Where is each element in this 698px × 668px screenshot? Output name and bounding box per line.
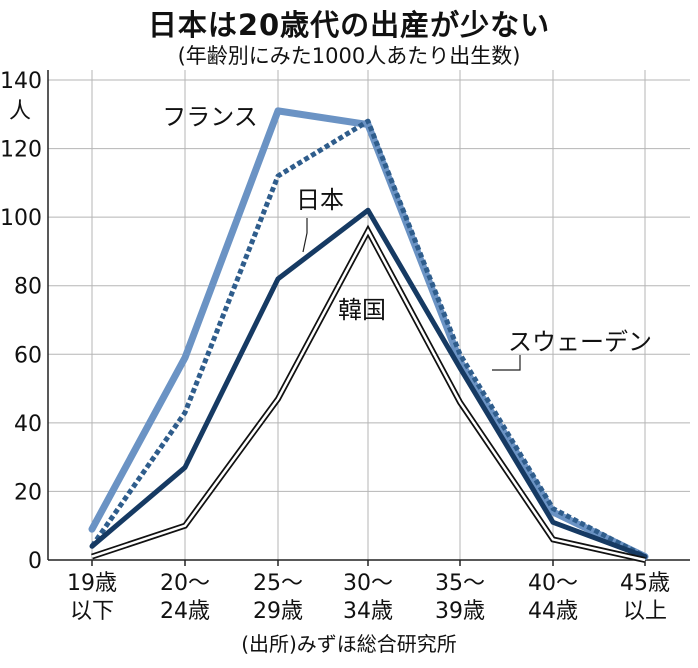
y-tick-label: 100 (0, 206, 42, 231)
x-tick-label: 20～ (160, 571, 210, 596)
x-tick-label: 35～ (435, 571, 485, 596)
series-line-france (88, 107, 649, 561)
x-tick-label: 29歳 (253, 599, 303, 624)
x-tick-label: 40～ (528, 571, 578, 596)
y-tick-label: 40 (14, 412, 42, 437)
y-tick-label: 140 (0, 69, 42, 94)
series-label-sweden: スウェーデン (508, 328, 652, 356)
leader-line-sweden (492, 355, 521, 371)
series-label-france: フランス (162, 103, 258, 131)
x-tick-label: 25～ (253, 571, 303, 596)
x-tick-label: 39歳 (435, 599, 485, 624)
series-line-sweden (89, 118, 647, 559)
series-line-japan (89, 207, 648, 560)
y-tick-label: 120 (0, 138, 42, 163)
x-tick-label: 以下 (70, 599, 114, 624)
x-tick-label: 30～ (343, 571, 393, 596)
y-tick-label: 20 (14, 480, 42, 505)
chart-title: 日本は20歳代の出産が少ない (147, 8, 551, 42)
x-tick-label: 45歳 (620, 571, 670, 596)
x-tick-label: 34歳 (343, 599, 393, 624)
source-note: (出所)みずほ総合研究所 (241, 632, 457, 656)
y-axis-label: 人 (9, 99, 31, 124)
x-tick-label: 24歳 (160, 599, 210, 624)
y-tick-label: 80 (14, 275, 42, 300)
series-label-korea: 韓国 (338, 296, 386, 324)
x-tick-label: 以上 (623, 599, 667, 624)
x-tick-label: 19歳 (67, 571, 117, 596)
y-tick-label: 0 (28, 549, 42, 574)
chart-subtitle: (年齢別にみた1000人あたり出生数) (177, 44, 521, 68)
series-line-korea-inner (91, 228, 646, 562)
x-tick-label: 44歳 (528, 599, 578, 624)
y-tick-label: 60 (14, 343, 42, 368)
leader-line-japan (302, 218, 308, 253)
series-label-japan: 日本 (296, 186, 344, 214)
